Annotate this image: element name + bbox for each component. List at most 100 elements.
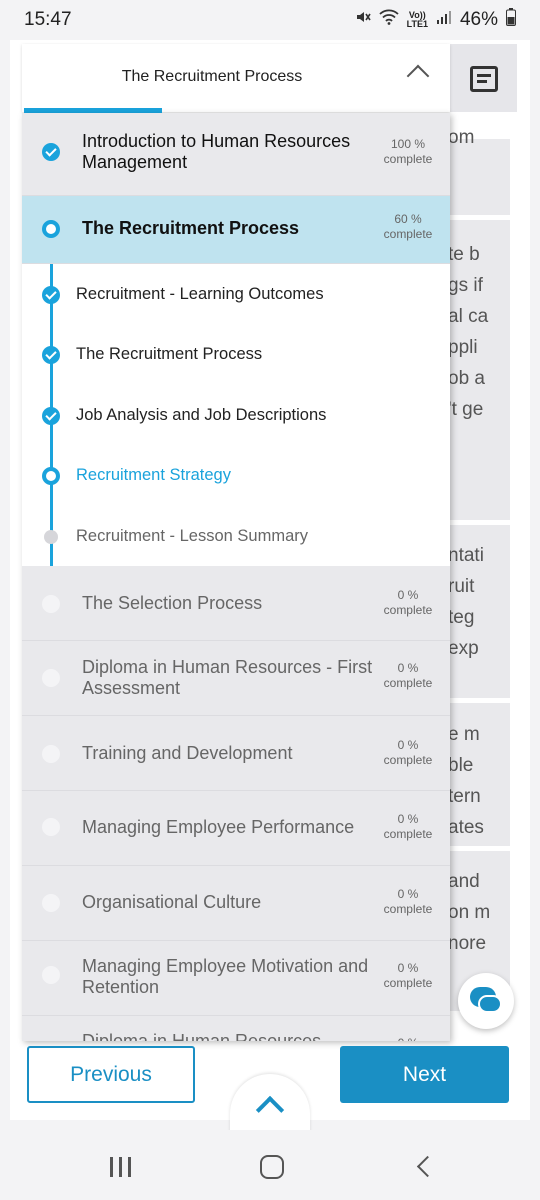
network-label-bottom: LTE1 [406, 19, 428, 29]
module-item[interactable]: Managing Employee Motivation and Retenti… [22, 941, 450, 1016]
module-title: Diploma in Human Resources - [82, 1031, 333, 1041]
progress-value: 0 % [397, 588, 419, 602]
content-text: ble [448, 755, 474, 776]
background-content: om te b gs if al ca ppli ob a 't ge ntat… [448, 113, 510, 1013]
module-item[interactable]: Introduction to Human Resources Manageme… [22, 113, 450, 196]
module-item-active[interactable]: The Recruitment Process 60 % complete [22, 196, 450, 264]
pending-module-icon [42, 595, 60, 613]
progress-label: complete [383, 976, 433, 990]
current-module-icon [42, 220, 60, 238]
progress-label: complete [383, 227, 433, 241]
progress-value: 100 % [390, 137, 426, 151]
battery-level: 46% [459, 9, 498, 30]
progress-value: 0 % [397, 812, 419, 826]
module-item[interactable]: Diploma in Human Resources - First Asses… [22, 641, 450, 716]
back-icon[interactable] [416, 1155, 439, 1178]
module-item[interactable]: The Selection Process 0 % complete [22, 566, 450, 641]
network-label-top: Vo)) [408, 10, 426, 20]
module-item[interactable]: Managing Employee Performance 0 % comple… [22, 791, 450, 866]
module-progress: 60 % complete [376, 212, 440, 242]
content-text: al ca [448, 306, 489, 327]
mute-icon [355, 9, 371, 31]
module-progress: 0 % complete [376, 588, 440, 618]
pending-module-icon [42, 818, 60, 836]
content-text: ppli [448, 337, 478, 358]
lesson-list: Recruitment - Learning Outcomes The Recr… [22, 264, 450, 566]
next-button[interactable]: Next [340, 1046, 509, 1103]
content-text: tern [448, 786, 481, 807]
content-text: on m [448, 902, 491, 923]
lesson-item-current[interactable]: Recruitment Strategy [76, 466, 231, 484]
content-text: ruit [448, 576, 475, 597]
content-block [448, 703, 510, 846]
module-item[interactable]: Training and Development 0 % complete [22, 716, 450, 791]
progress-value: 0 % [397, 887, 419, 901]
previous-button[interactable]: Previous [27, 1046, 195, 1103]
module-progress: 0 % complete [376, 812, 440, 842]
wifi-icon [379, 9, 399, 31]
module-progress: 0 % complete [376, 887, 440, 917]
content-text: 't ge [448, 399, 484, 420]
module-title: Introduction to Human Resources Manageme… [82, 131, 351, 172]
recent-bar [119, 1157, 122, 1177]
module-item[interactable]: Diploma in Human Resources - 0 % complet… [22, 1016, 450, 1041]
progress-value: 0 % [397, 961, 419, 975]
progress-value: 60 % [394, 212, 422, 226]
network-type: Vo)) LTE1 [407, 11, 428, 29]
module-progress: 100 % complete [376, 137, 440, 167]
content-text: and [448, 871, 480, 892]
home-icon[interactable] [260, 1155, 284, 1179]
content-text: teg [448, 607, 475, 628]
module-title: Training and Development [82, 743, 293, 763]
content-block [448, 139, 510, 215]
content-text: e m [448, 724, 480, 745]
progress-label: complete [383, 676, 433, 690]
progress-value: 0 % [376, 1036, 440, 1041]
signal-icon [436, 9, 452, 31]
module-progress: 0 % complete [376, 961, 440, 991]
lesson-item[interactable]: Recruitment - Learning Outcomes [76, 285, 324, 303]
lesson-item[interactable]: Job Analysis and Job Descriptions [76, 406, 327, 424]
content-block [448, 220, 510, 520]
recent-bar [128, 1157, 131, 1177]
notes-icon[interactable] [470, 66, 498, 92]
current-module-title: The Recruitment Process [121, 68, 303, 85]
progress-label: complete [383, 753, 433, 767]
content-text: nore [448, 933, 487, 954]
content-text: ates [448, 817, 484, 838]
recent-apps-icon[interactable] [110, 1157, 132, 1177]
module-progress: 0 % complete [376, 1036, 440, 1041]
course-navigation-toggle[interactable]: The Recruitment Process [22, 44, 450, 112]
check-icon [42, 143, 60, 161]
status-bar: 15:47 Vo)) LTE1 46% [0, 0, 540, 40]
lesson-item[interactable]: Recruitment - Lesson Summary [76, 527, 308, 545]
module-title: The Recruitment Process [82, 218, 300, 238]
module-progress: 0 % complete [376, 738, 440, 768]
content-text: ob a [448, 368, 485, 389]
module-title: Managing Employee Motivation and Retenti… [82, 956, 369, 997]
course-outline-drawer: Introduction to Human Resources Manageme… [22, 113, 450, 1041]
content-text: om [448, 127, 475, 148]
pending-module-icon [42, 966, 60, 984]
recent-bar [110, 1157, 113, 1177]
progress-label: complete [383, 827, 433, 841]
check-icon [42, 286, 60, 304]
chat-icon-back [478, 995, 502, 1013]
module-title: Diploma in Human Resources - First Asses… [82, 657, 373, 698]
progress-value: 0 % [397, 661, 419, 675]
chat-button[interactable] [458, 973, 514, 1029]
status-icons: Vo)) LTE1 46% [355, 8, 516, 32]
module-title: Organisational Culture [82, 892, 262, 912]
progress-label: complete [383, 603, 433, 617]
expand-panel-button[interactable] [230, 1074, 310, 1136]
content-block [448, 525, 510, 698]
content-text: gs if [448, 275, 483, 296]
check-icon [42, 407, 60, 425]
battery-icon [506, 8, 516, 32]
clock: 15:47 [24, 9, 72, 30]
content-text: ntati [448, 545, 484, 566]
module-item[interactable]: Organisational Culture 0 % complete [22, 866, 450, 941]
module-progress-bar [24, 108, 162, 113]
lesson-item[interactable]: The Recruitment Process [76, 345, 263, 363]
